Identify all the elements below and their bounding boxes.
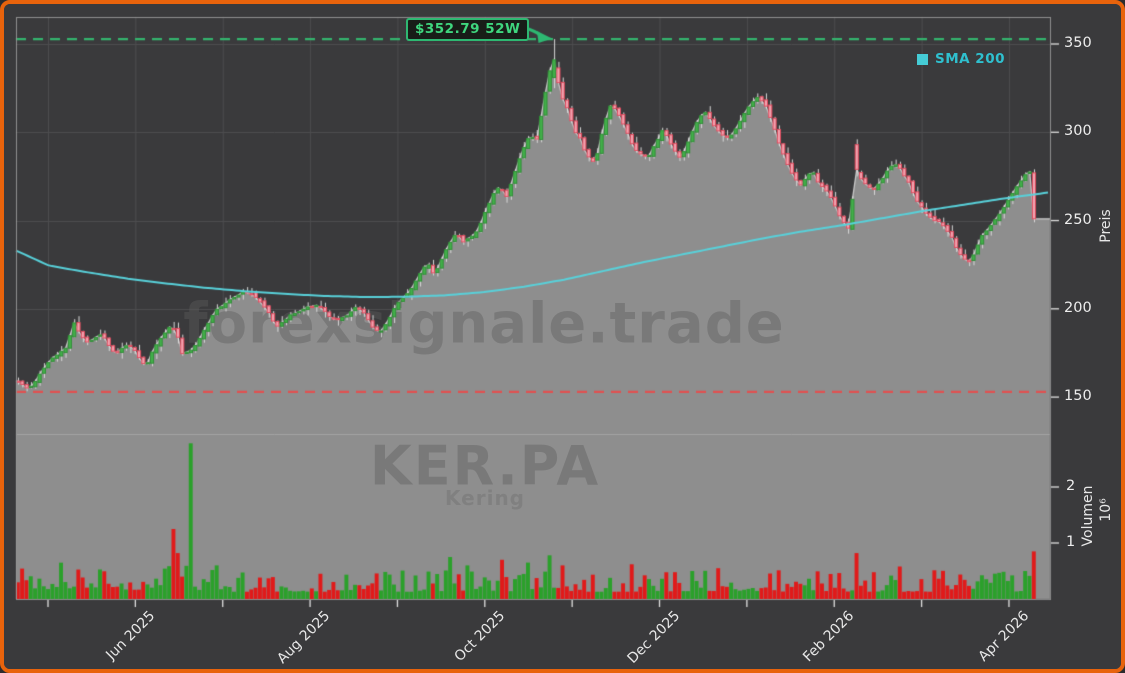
price-tick-label: 150 (1064, 388, 1092, 405)
sma-legend-label: SMA 200 (935, 51, 1005, 67)
price-tick-label: 350 (1064, 35, 1092, 51)
volume-scale-label: 10⁶ (1098, 498, 1114, 522)
price-tick-label: 250 (1064, 211, 1092, 228)
price-tick-label: 200 (1064, 299, 1092, 316)
volume-tick-label: 2 (1066, 478, 1076, 494)
sma-legend: SMA 200 (917, 51, 1005, 67)
volume-tick-label: 1 (1066, 534, 1076, 550)
volume-axis-title: Volumen (1080, 485, 1096, 547)
price-tick-label: 300 (1064, 123, 1092, 140)
sma-legend-swatch-icon (917, 53, 928, 65)
high-52w-label: $352.79 52W (406, 18, 530, 41)
chart-plot-area[interactable] (4, 4, 1121, 669)
price-axis-title: Preis (1098, 209, 1114, 243)
